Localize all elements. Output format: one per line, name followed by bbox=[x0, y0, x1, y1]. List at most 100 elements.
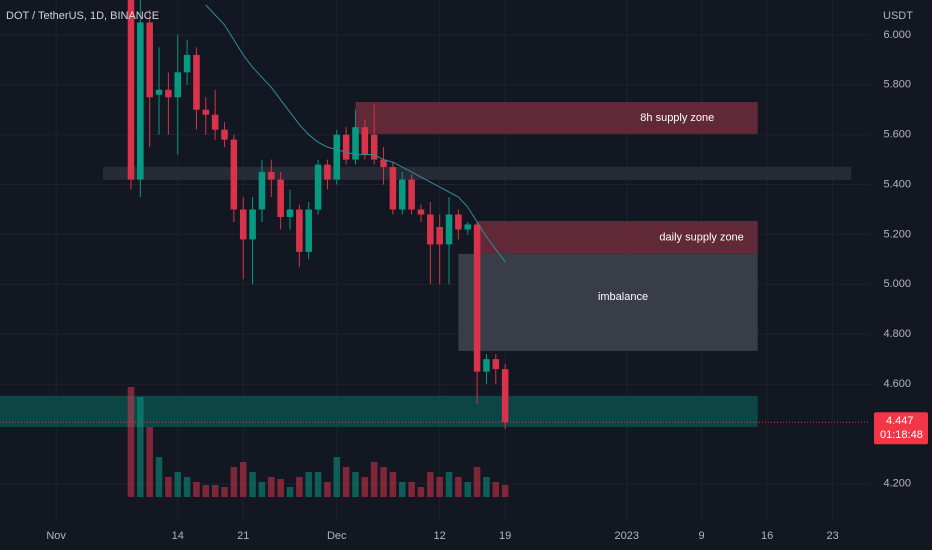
candle-body bbox=[408, 179, 415, 210]
y-tick-label: 5.400 bbox=[883, 178, 911, 190]
volume-bar bbox=[389, 472, 397, 497]
x-tick-label: 16 bbox=[761, 530, 773, 542]
volume-bar bbox=[483, 477, 490, 497]
volume-bar bbox=[137, 397, 144, 497]
x-tick-label: 19 bbox=[499, 530, 511, 542]
volume-bar bbox=[436, 477, 443, 497]
x-tick-label: 21 bbox=[237, 530, 249, 542]
moving-average bbox=[205, 4, 506, 263]
zone bbox=[458, 253, 758, 351]
volume-bar bbox=[370, 462, 378, 497]
volume-bar bbox=[427, 472, 434, 497]
axes: 6.000 5.800 5.600 5.400 5.200 5.000 4.800 4.600… bbox=[0, 29, 928, 542]
x-tick-label: 23 bbox=[826, 530, 838, 542]
volume-bar bbox=[183, 477, 191, 497]
chart-title: DOT / TetherUS, 1D, BINANCE bbox=[6, 10, 159, 22]
zone-label: imbalance bbox=[598, 291, 648, 303]
volume-bar bbox=[408, 482, 415, 497]
candle-body bbox=[193, 54, 200, 110]
zone bbox=[102, 166, 852, 180]
zone bbox=[355, 102, 758, 134]
volume-bar bbox=[342, 467, 350, 497]
volume-bar bbox=[445, 472, 453, 497]
x-tick-label: Nov bbox=[46, 530, 66, 542]
y-tick-label: 6.000 bbox=[883, 29, 911, 41]
volume-bar bbox=[314, 472, 322, 497]
candle-body bbox=[258, 172, 266, 210]
candle-body bbox=[249, 209, 256, 240]
last-price-box bbox=[874, 412, 928, 445]
candle-body bbox=[389, 167, 397, 210]
volume-bar bbox=[239, 462, 247, 497]
volume bbox=[127, 387, 509, 497]
candle-body bbox=[239, 209, 247, 240]
x-tick-label: 14 bbox=[172, 530, 184, 542]
candle-body bbox=[427, 214, 434, 245]
volume-bar bbox=[361, 477, 369, 497]
volume-bar bbox=[352, 472, 359, 497]
candle-body bbox=[455, 214, 462, 230]
volume-bar bbox=[127, 387, 135, 497]
candle-body bbox=[146, 22, 153, 98]
candle-body bbox=[183, 54, 191, 73]
candle-body bbox=[230, 139, 238, 210]
zone-label: daily supply zone bbox=[659, 231, 743, 243]
zones: 8h supply zone imbalance daily supply zone bbox=[0, 102, 852, 427]
volume-bar bbox=[464, 482, 472, 497]
x-tick-label: Dec bbox=[327, 530, 347, 542]
y-tick-label: 5.800 bbox=[883, 79, 911, 91]
volume-bar bbox=[398, 482, 406, 497]
candle-body bbox=[342, 134, 350, 160]
volume-bar bbox=[286, 487, 294, 497]
y-tick-label: 5.000 bbox=[883, 278, 911, 290]
candle-body bbox=[268, 172, 275, 180]
volume-bar bbox=[249, 472, 256, 497]
volume-bar bbox=[258, 482, 266, 497]
candle-body bbox=[473, 224, 481, 372]
volume-bar bbox=[455, 477, 462, 497]
candle-body bbox=[492, 359, 500, 370]
volume-bar bbox=[165, 477, 172, 497]
volume-bar bbox=[324, 482, 331, 497]
volume-bar bbox=[211, 485, 219, 497]
candle-body bbox=[286, 209, 294, 217]
candle-body bbox=[305, 209, 312, 252]
candles bbox=[127, 0, 509, 429]
volume-bar bbox=[501, 485, 509, 497]
volume-bar bbox=[417, 487, 425, 497]
x-tick-label: 2023 bbox=[615, 530, 639, 542]
y-tick-label: 5.200 bbox=[883, 228, 911, 240]
volume-bar bbox=[230, 467, 238, 497]
candle-body bbox=[352, 127, 359, 160]
candle-body bbox=[221, 129, 228, 140]
candle-body bbox=[296, 209, 303, 252]
candle-body bbox=[202, 109, 210, 115]
countdown: 01:18:48 bbox=[880, 429, 923, 441]
x-tick-label: 9 bbox=[699, 530, 705, 542]
volume-bar bbox=[333, 457, 341, 497]
candle-body bbox=[398, 179, 406, 210]
candle-body bbox=[174, 72, 182, 98]
volume-bar bbox=[174, 472, 182, 497]
candle-body bbox=[445, 214, 453, 245]
y-tick-label: 4.200 bbox=[883, 478, 911, 490]
volume-bar bbox=[380, 467, 387, 497]
candle-body bbox=[483, 359, 490, 372]
y-tick-label: 4.800 bbox=[883, 328, 911, 340]
candle-body bbox=[333, 134, 341, 180]
volume-bar bbox=[305, 472, 312, 497]
candle-body bbox=[436, 226, 443, 245]
candle-body bbox=[277, 179, 284, 217]
volume-bar bbox=[268, 477, 275, 497]
candle-body bbox=[165, 89, 172, 98]
candle-body bbox=[137, 22, 144, 180]
candle-body bbox=[370, 134, 378, 160]
x-tick-label: 12 bbox=[434, 530, 446, 542]
candle-body bbox=[380, 159, 387, 168]
volume-bar bbox=[277, 479, 284, 497]
volume-bar bbox=[202, 485, 210, 497]
volume-bar bbox=[146, 427, 153, 497]
zone bbox=[477, 220, 758, 254]
candle-body bbox=[464, 224, 472, 230]
candle-body bbox=[324, 164, 331, 180]
